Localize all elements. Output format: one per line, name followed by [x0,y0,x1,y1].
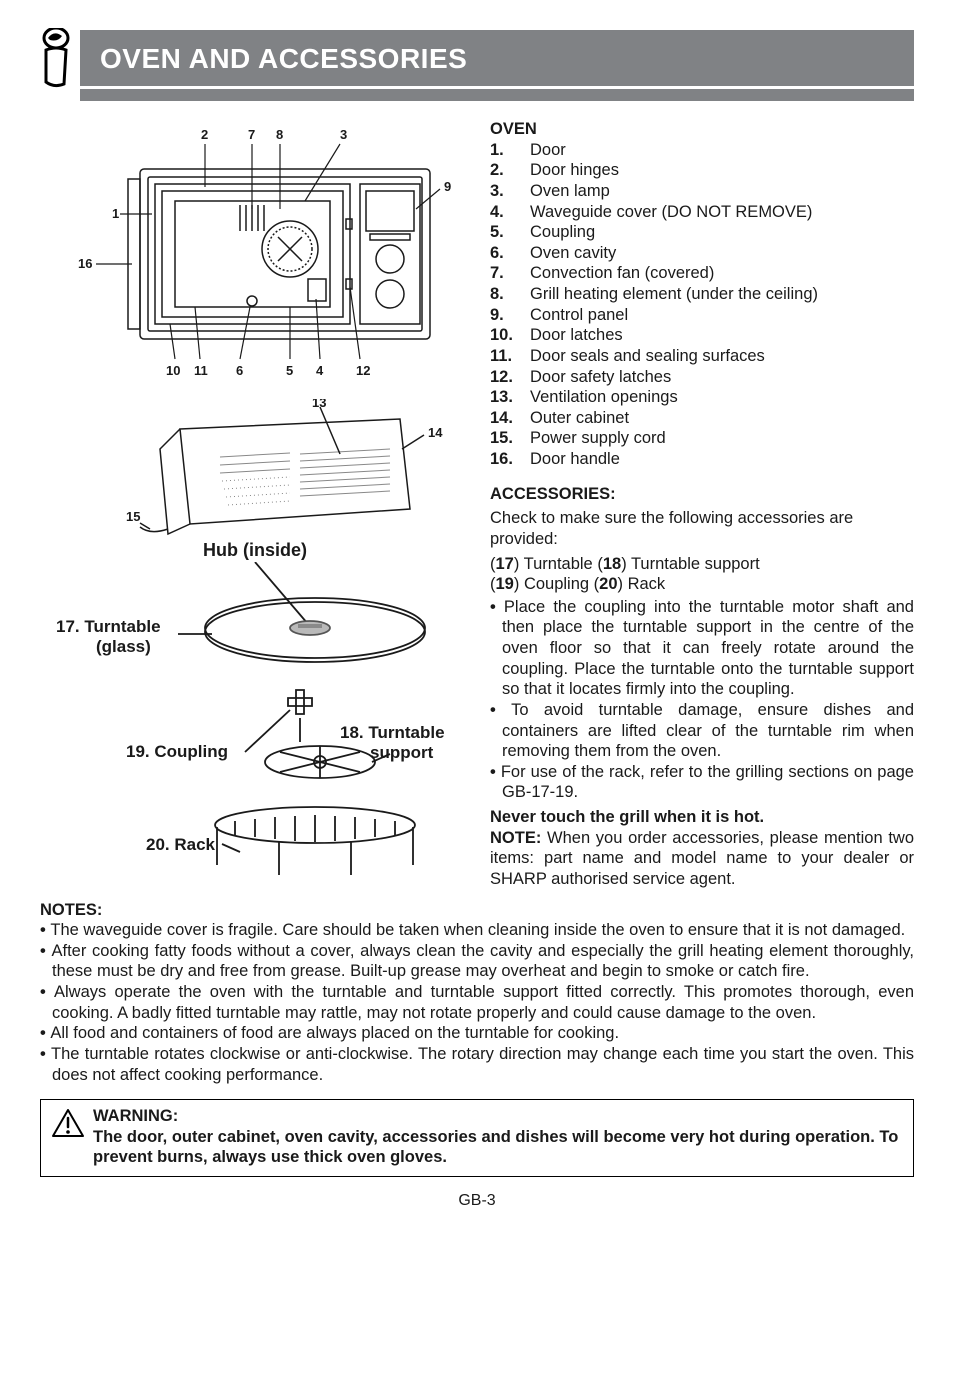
svg-text:5: 5 [286,363,293,378]
list-num: 13. [490,387,530,408]
list-num: 14. [490,408,530,429]
list-item: The turntable rotates clockwise or anti-… [40,1044,914,1085]
list-text: Ventilation openings [530,387,678,408]
list-text: Outer cabinet [530,408,629,429]
list-num: 10. [490,325,530,346]
list-text: Grill heating element (under the ceiling… [530,284,818,305]
svg-text:18. Turntable: 18. Turntable [340,723,445,742]
oven-parts-list: 1.Door 2.Door hinges 3.Oven lamp 4.Waveg… [490,140,914,470]
svg-text:14: 14 [428,425,443,440]
svg-text:13: 13 [312,399,326,410]
svg-text:4: 4 [316,363,324,378]
svg-text:19. Coupling: 19. Coupling [126,742,228,761]
svg-text:2: 2 [201,127,208,142]
list-item: To avoid turntable damage, ensure dishes… [490,700,914,762]
list-text: Door handle [530,449,620,470]
list-text: Door latches [530,325,623,346]
accessories-heading: ACCESSORIES: [490,484,914,505]
svg-text:1: 1 [112,206,119,221]
svg-text:10: 10 [166,363,180,378]
svg-text:3: 3 [340,127,347,142]
list-num: 2. [490,160,530,181]
accessories-line2: (19) Coupling (20) Rack [490,574,914,595]
list-text: Waveguide cover (DO NOT REMOVE) [530,202,812,223]
title-bar: OVEN AND ACCESSORIES [80,30,914,86]
svg-text:17. Turntable: 17. Turntable [56,617,161,636]
list-num: 15. [490,428,530,449]
svg-text:(glass): (glass) [96,637,151,656]
list-text: Oven cavity [530,243,616,264]
accessories-intro: Check to make sure the following accesso… [490,508,914,549]
list-text: Coupling [530,222,595,243]
list-num: 7. [490,263,530,284]
list-text: Door hinges [530,160,619,181]
list-num: 6. [490,243,530,264]
warning-text: WARNING: The door, outer cabinet, oven c… [93,1106,903,1168]
title-strip [80,89,914,101]
accessories-line1: (17) Turntable (18) Turntable support [490,554,914,575]
list-num: 3. [490,181,530,202]
cabinet-rear-diagram: 13 14 15 [40,399,470,539]
svg-text:9: 9 [444,179,451,194]
notes-heading: NOTES: [40,900,914,921]
svg-text:15: 15 [126,509,140,524]
list-text: Power supply cord [530,428,666,449]
list-text: Oven lamp [530,181,610,202]
list-item: The waveguide cover is fragile. Care sho… [40,920,914,941]
list-num: 16. [490,449,530,470]
list-num: 12. [490,367,530,388]
list-item: Place the coupling into the turntable mo… [490,597,914,700]
warning-box: WARNING: The door, outer cabinet, oven c… [40,1099,914,1177]
list-item: For use of the rack, refer to the grilli… [490,762,914,803]
svg-text:7: 7 [248,127,255,142]
notes-list: The waveguide cover is fragile. Care sho… [40,920,914,1085]
list-item: All food and containers of food are alwa… [40,1023,914,1044]
list-num: 9. [490,305,530,326]
svg-text:20. Rack: 20. Rack [146,835,216,854]
list-num: 11. [490,346,530,367]
never-touch-warning: Never touch the grill when it is hot. [490,807,914,828]
accessories-note: NOTE: When you order accessories, please… [490,828,914,890]
warning-triangle-icon [51,1108,85,1138]
svg-text:12: 12 [356,363,370,378]
accessories-diagram: 17. Turntable (glass) 19. Coupling 18. T… [40,562,470,892]
accessories-bullets: Place the coupling into the turntable mo… [490,597,914,803]
list-item: After cooking fatty foods without a cove… [40,941,914,982]
info-slot-icon [40,28,84,88]
list-num: 1. [490,140,530,161]
svg-text:11: 11 [194,363,208,378]
list-text: Door safety latches [530,367,671,388]
svg-text:16: 16 [78,256,92,271]
page-number: GB-3 [40,1191,914,1211]
list-text: Convection fan (covered) [530,263,714,284]
page-title: OVEN AND ACCESSORIES [100,41,467,76]
list-num: 8. [490,284,530,305]
svg-text:support: support [370,743,434,762]
oven-diagram: 1 2 7 8 3 9 16 10 11 6 5 4 12 [40,119,470,399]
list-text: Control panel [530,305,628,326]
hub-label: Hub (inside) [40,539,470,562]
list-num: 4. [490,202,530,223]
oven-heading: OVEN [490,119,914,140]
list-num: 5. [490,222,530,243]
list-text: Door seals and sealing surfaces [530,346,765,367]
svg-text:6: 6 [236,363,243,378]
list-text: Door [530,140,566,161]
list-item: Always operate the oven with the turntab… [40,982,914,1023]
svg-text:8: 8 [276,127,283,142]
